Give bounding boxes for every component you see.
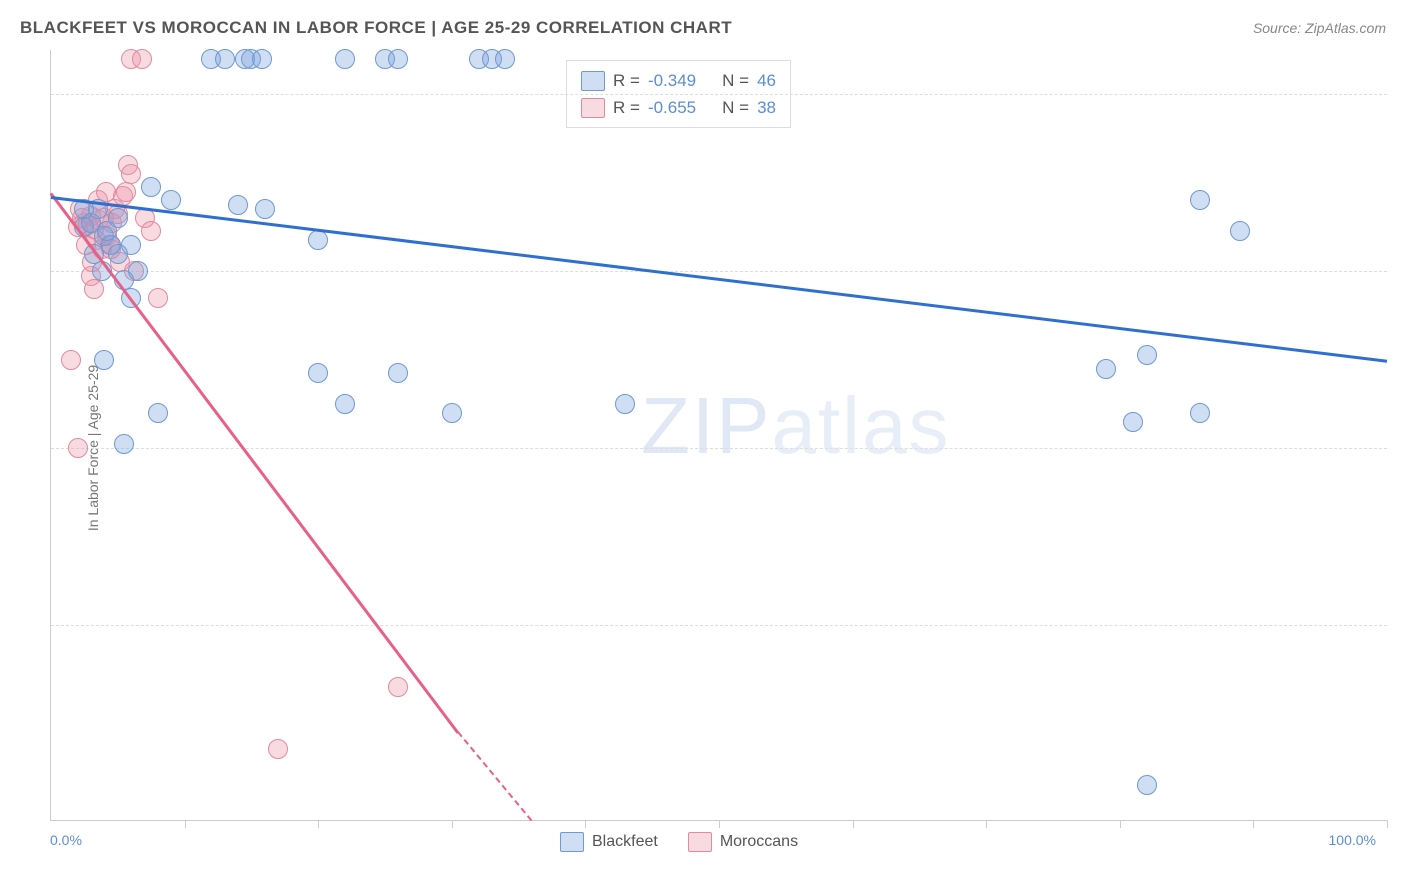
stats-row: R = -0.349N = 46	[581, 67, 776, 94]
legend-label-blackfeet: Blackfeet	[592, 833, 658, 851]
x-tick	[185, 820, 186, 828]
legend-swatch-moroccans	[688, 832, 712, 852]
data-point	[148, 288, 168, 308]
data-point	[68, 438, 88, 458]
chart-source: Source: ZipAtlas.com	[1253, 20, 1386, 36]
data-point	[335, 49, 355, 69]
trend-line	[458, 732, 533, 822]
scatter-plot-area: ZIPatlas R = -0.349N = 46R = -0.655N = 3…	[50, 50, 1387, 821]
data-point	[148, 403, 168, 423]
data-point	[388, 363, 408, 383]
x-tick	[452, 820, 453, 828]
data-point	[94, 350, 114, 370]
data-point	[388, 49, 408, 69]
data-point	[1230, 221, 1250, 241]
data-point	[161, 190, 181, 210]
data-point	[114, 434, 134, 454]
watermark-text: ZIPatlas	[641, 380, 950, 472]
trend-line	[51, 196, 1387, 362]
data-point	[128, 261, 148, 281]
x-tick	[719, 820, 720, 828]
trend-line	[50, 192, 459, 733]
legend-item-moroccans: Moroccans	[688, 832, 798, 852]
chart-legend: Blackfeet Moroccans	[560, 832, 798, 852]
grid-line	[51, 625, 1387, 626]
data-point	[1096, 359, 1116, 379]
data-point	[215, 49, 235, 69]
data-point	[84, 279, 104, 299]
stats-row: R = -0.655N = 38	[581, 94, 776, 121]
data-point	[116, 182, 136, 202]
data-point	[308, 230, 328, 250]
data-point	[61, 350, 81, 370]
legend-item-blackfeet: Blackfeet	[560, 832, 658, 852]
grid-line	[51, 271, 1387, 272]
x-tick	[585, 820, 586, 828]
grid-line	[51, 448, 1387, 449]
x-tick	[1387, 820, 1388, 828]
data-point	[121, 235, 141, 255]
data-point	[141, 221, 161, 241]
data-point	[335, 394, 355, 414]
chart-title: BLACKFEET VS MOROCCAN IN LABOR FORCE | A…	[20, 18, 732, 38]
grid-line	[51, 94, 1387, 95]
data-point	[388, 677, 408, 697]
data-point	[228, 195, 248, 215]
data-point	[308, 363, 328, 383]
data-point	[1190, 190, 1210, 210]
x-tick	[1120, 820, 1121, 828]
chart-header: BLACKFEET VS MOROCCAN IN LABOR FORCE | A…	[20, 18, 1386, 38]
data-point	[1123, 412, 1143, 432]
data-point	[615, 394, 635, 414]
data-point	[141, 177, 161, 197]
data-point	[268, 739, 288, 759]
data-point	[1190, 403, 1210, 423]
x-tick	[1253, 820, 1254, 828]
data-point	[97, 221, 117, 241]
legend-label-moroccans: Moroccans	[720, 833, 798, 851]
data-point	[495, 49, 515, 69]
data-point	[252, 49, 272, 69]
data-point	[255, 199, 275, 219]
data-point	[121, 164, 141, 184]
x-tick	[986, 820, 987, 828]
x-tick	[318, 820, 319, 828]
data-point	[1137, 345, 1157, 365]
legend-swatch-blackfeet	[560, 832, 584, 852]
data-point	[1137, 775, 1157, 795]
x-axis-max-label: 100.0%	[1329, 832, 1376, 848]
data-point	[132, 49, 152, 69]
x-axis-min-label: 0.0%	[50, 832, 82, 848]
data-point	[442, 403, 462, 423]
x-tick	[853, 820, 854, 828]
